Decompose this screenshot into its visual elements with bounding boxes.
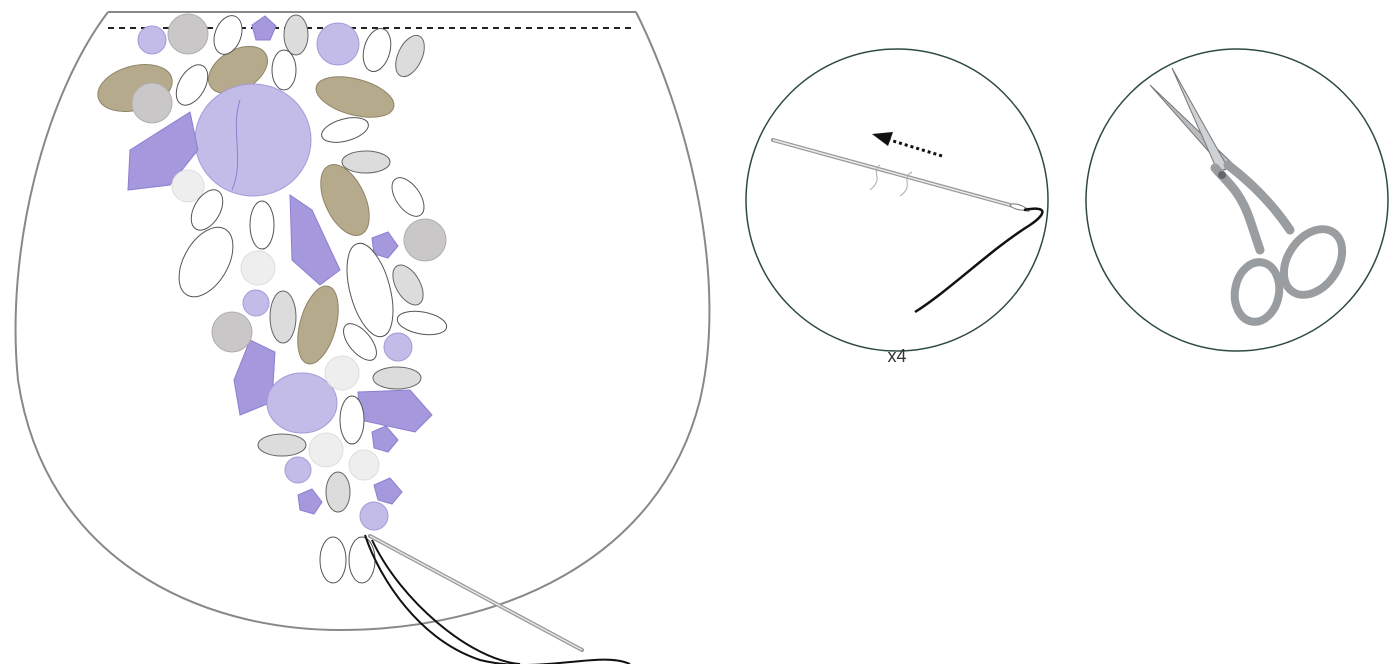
bead xyxy=(308,432,344,468)
bead xyxy=(137,25,167,55)
bead xyxy=(127,111,199,191)
crystal-drop xyxy=(269,290,297,344)
large-bead xyxy=(266,372,338,434)
scissors-pivot xyxy=(1218,171,1226,179)
crystal-drop xyxy=(396,310,448,336)
crystal-drop xyxy=(319,536,347,584)
crystal-drop xyxy=(178,226,234,298)
crystal-drop xyxy=(362,27,392,73)
scissors-handle xyxy=(1279,225,1347,299)
thread xyxy=(371,539,521,664)
crystal-drop xyxy=(339,395,365,445)
scissors xyxy=(1149,67,1347,326)
bead xyxy=(359,501,389,531)
crystal-drop xyxy=(321,117,369,143)
bead xyxy=(171,169,205,203)
needle-highlight xyxy=(369,535,583,651)
bead xyxy=(251,15,277,41)
bead xyxy=(315,76,395,118)
repeat-label: x4 xyxy=(887,346,906,366)
bead xyxy=(324,355,360,391)
bead xyxy=(211,311,253,353)
bead xyxy=(373,477,403,505)
crystal-drop xyxy=(348,536,376,584)
stitch xyxy=(869,164,913,197)
bead xyxy=(242,289,270,317)
bead xyxy=(240,250,276,286)
bead-shading xyxy=(231,99,241,191)
bead xyxy=(383,332,413,362)
bead xyxy=(284,456,312,484)
crystal-drop xyxy=(325,471,351,513)
bead xyxy=(357,389,433,433)
bead xyxy=(131,82,173,124)
crystal-drop xyxy=(283,14,309,56)
crystal-drop xyxy=(341,150,391,174)
bead xyxy=(348,449,380,481)
crystal-drop xyxy=(391,177,425,217)
bowl-outline xyxy=(14,11,711,632)
crystal-drop xyxy=(257,433,307,457)
thread xyxy=(914,207,1044,314)
crystal-drop xyxy=(395,34,425,78)
bead xyxy=(233,339,276,416)
bead xyxy=(297,285,339,365)
crystal-drop xyxy=(249,200,275,250)
crystal-drop xyxy=(346,242,394,338)
crystal-drop xyxy=(190,189,224,231)
scissors-blade xyxy=(1171,67,1229,173)
large-bead xyxy=(194,83,312,197)
crystal-drop xyxy=(175,64,209,106)
needle-highlight xyxy=(772,139,1029,211)
arrow-head xyxy=(872,132,893,146)
bead-cluster xyxy=(97,13,448,584)
bead xyxy=(297,488,323,515)
scissors-shank xyxy=(1210,163,1265,255)
crystal-drop xyxy=(271,49,297,91)
crystal-drop xyxy=(213,15,243,55)
crystal-drop xyxy=(392,264,424,306)
scissors-handle xyxy=(1230,258,1284,326)
scissors-shank xyxy=(1223,160,1295,235)
bead xyxy=(371,425,399,453)
bead xyxy=(167,13,209,55)
crystal-drop xyxy=(372,366,422,390)
step-circle xyxy=(745,48,1049,352)
bead xyxy=(316,22,360,66)
thread xyxy=(364,534,631,664)
bead xyxy=(403,218,447,262)
bead xyxy=(320,164,370,236)
crystal-drop xyxy=(343,323,377,361)
bead xyxy=(289,194,341,286)
